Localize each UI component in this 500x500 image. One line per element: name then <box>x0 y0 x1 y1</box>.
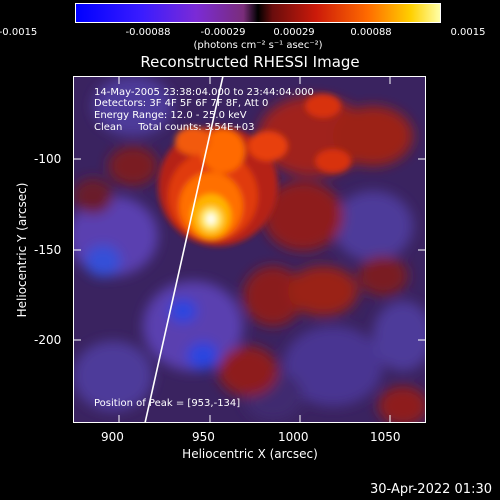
y-tick-label: -100 <box>34 152 62 166</box>
y-tick-label: -150 <box>34 243 62 257</box>
timestamp: 30-Apr-2022 01:30 <box>370 482 492 497</box>
info-detectors: Detectors: 3F 4F 5F 6F 7F 8F, Att 0 <box>94 98 269 109</box>
rhessi-image <box>73 76 426 423</box>
colorbar-tick: -0.00088 <box>125 27 171 38</box>
info-time-range: 14-May-2005 23:38:04.000 to 23:44:04.000 <box>94 87 314 98</box>
colorbar-tick: -0.00029 <box>200 27 246 38</box>
x-axis-label: Heliocentric X (arcsec) <box>182 447 318 461</box>
solar-limb-line <box>144 76 224 423</box>
colorbar-tick: -0.0015 <box>0 27 38 38</box>
colorbar-gradient <box>76 4 440 22</box>
y-tick-label: -200 <box>34 333 62 347</box>
x-tick-label: 950 <box>192 430 215 444</box>
x-tick-label: 1000 <box>278 430 309 444</box>
colorbar-tick: 0.0015 <box>450 27 486 38</box>
colorbar-units: (photons cm⁻² s⁻¹ asec⁻²) <box>193 40 323 51</box>
rhessi-heatmap <box>73 76 426 423</box>
peak-position-label: Position of Peak = [953,-134] <box>94 398 241 409</box>
y-axis-label: Heliocentric Y (arcsec) <box>15 182 29 318</box>
colorbar-tick: 0.00029 <box>273 27 315 38</box>
x-tick-label: 900 <box>101 430 124 444</box>
x-tick-label: 1050 <box>370 430 401 444</box>
colorbar <box>75 3 441 23</box>
plot-title: Reconstructed RHESSI Image <box>140 53 360 71</box>
colorbar-tick: 0.00088 <box>350 27 392 38</box>
info-total-counts: Clean Total counts: 3.54E+03 <box>94 122 255 133</box>
info-energy-range: Energy Range: 12.0 - 25.0 keV <box>94 110 247 121</box>
